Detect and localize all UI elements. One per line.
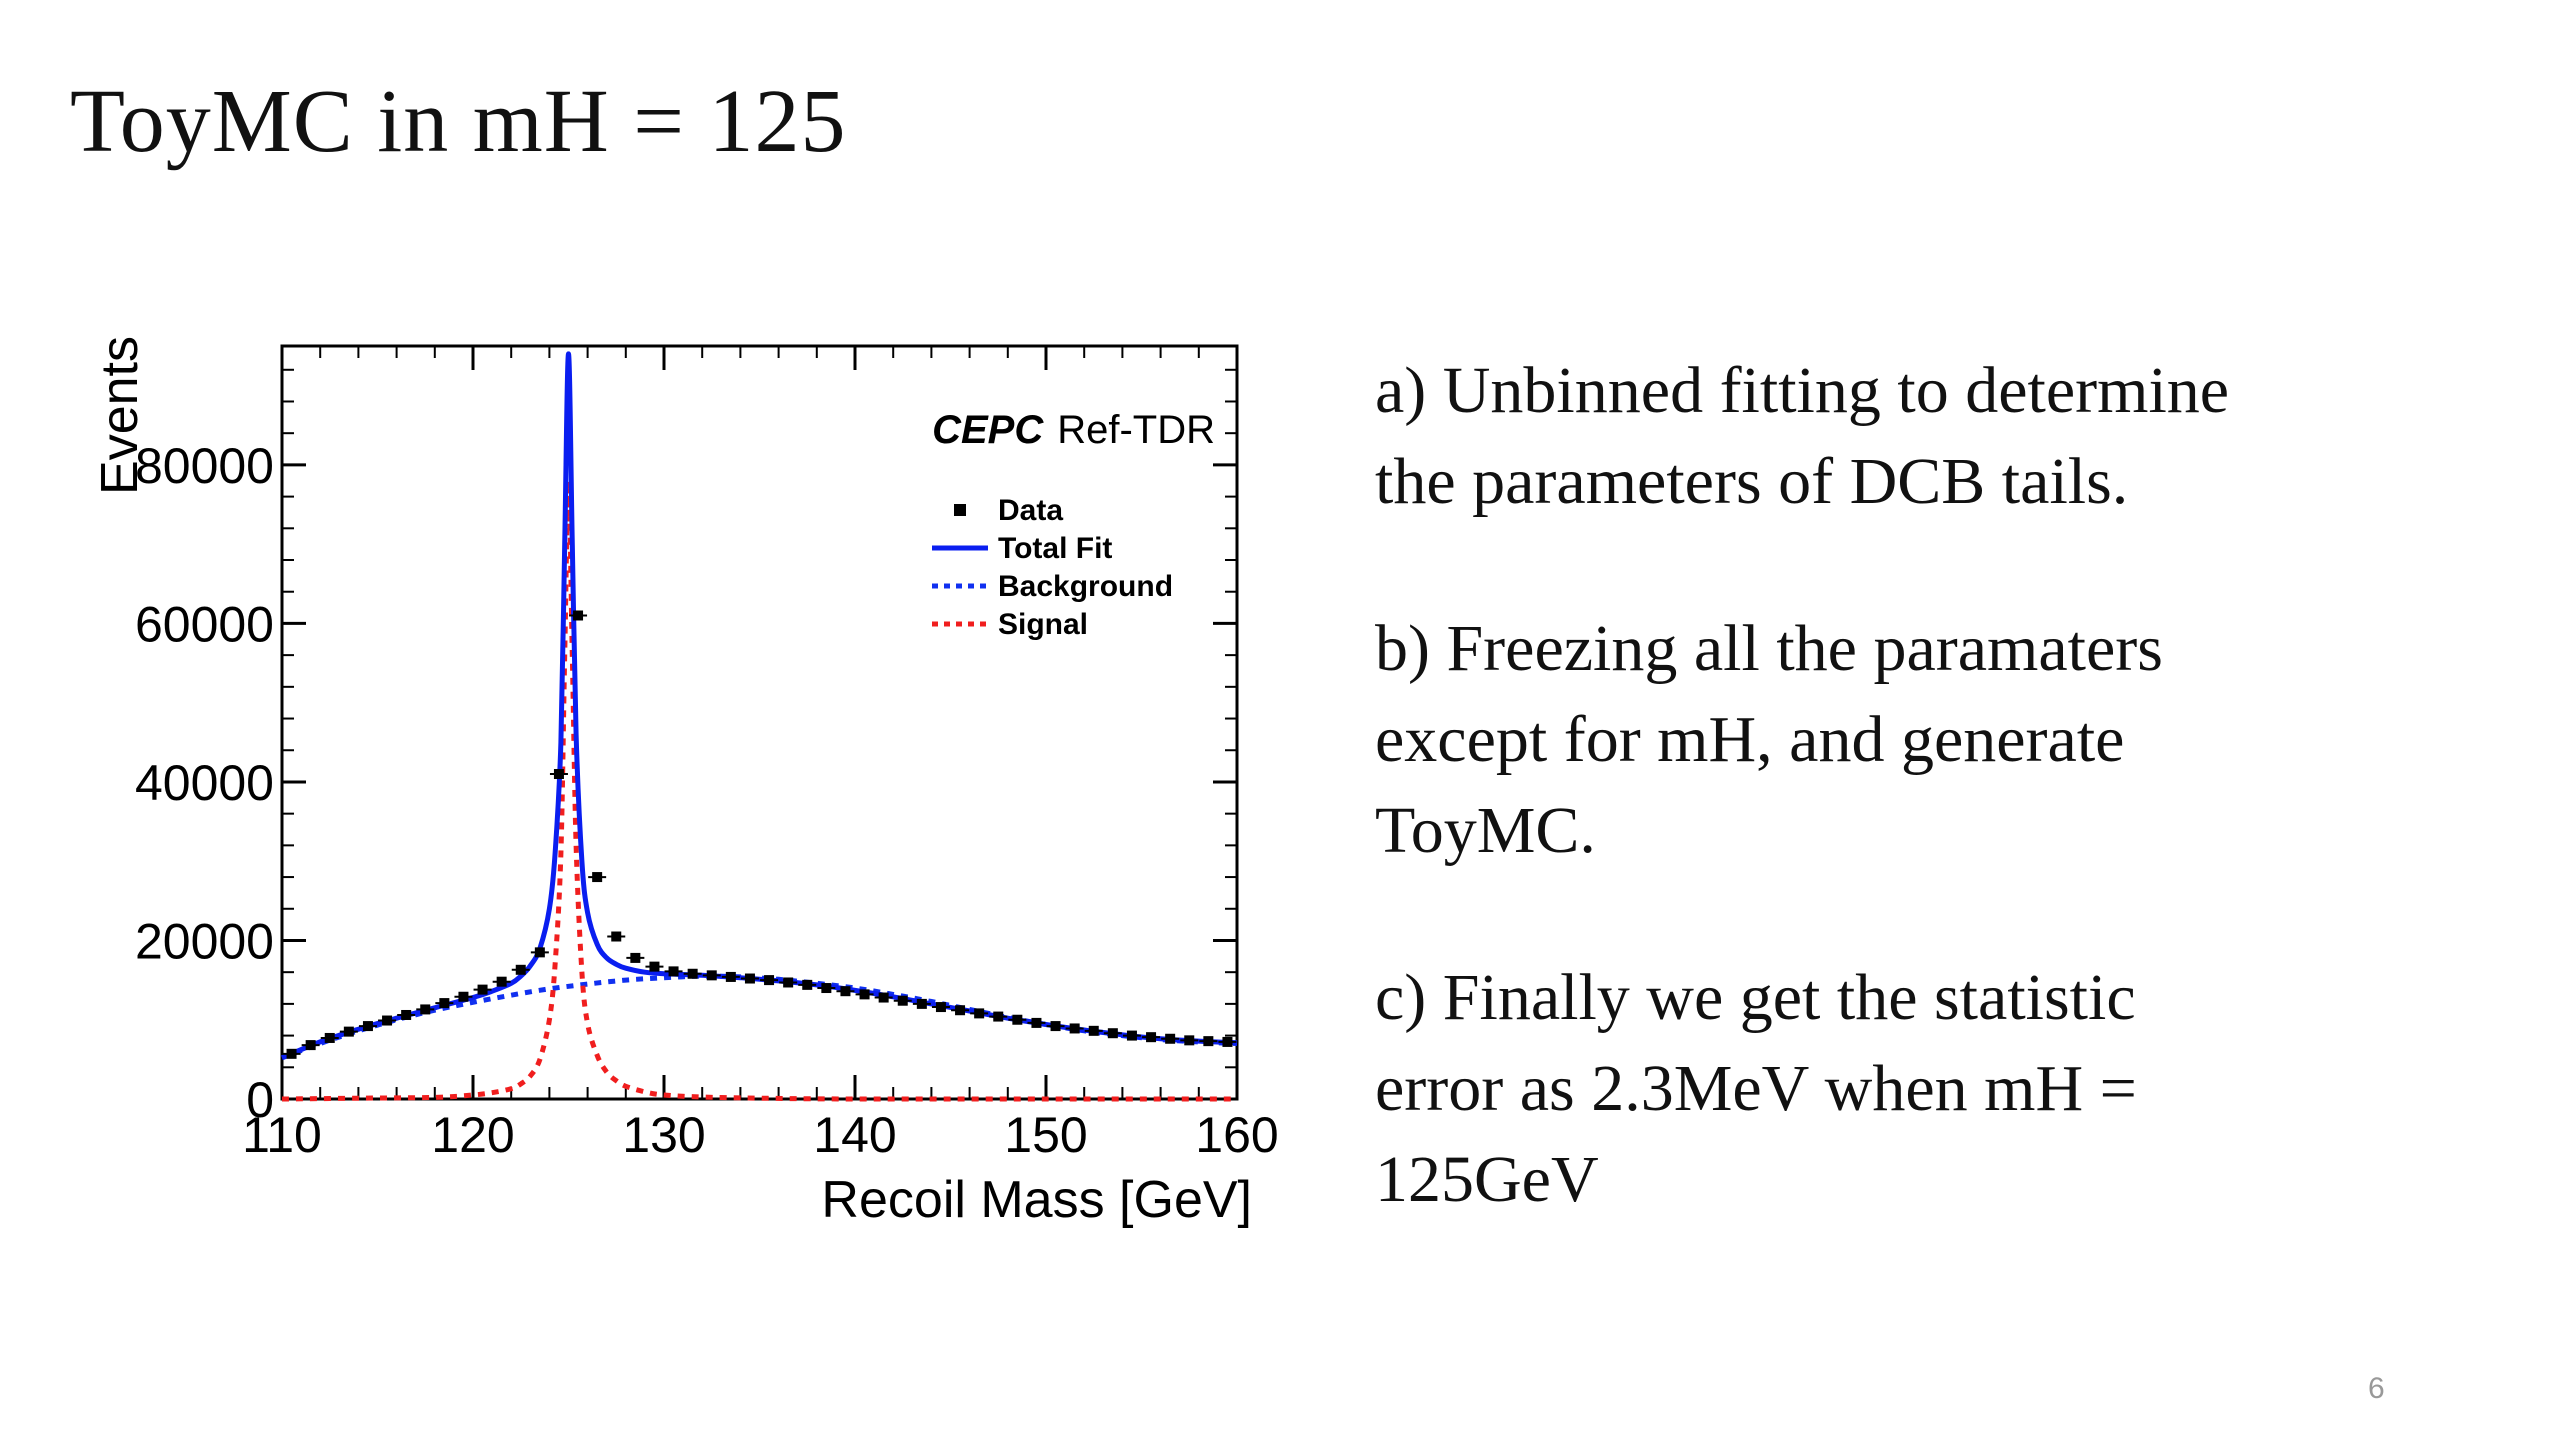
data-point (420, 1004, 431, 1015)
y-tick-labels: 0 20000 40000 60000 80000 (135, 438, 274, 1128)
data-point (1126, 1030, 1137, 1041)
x-tick-label: 130 (622, 1107, 705, 1163)
data-point (821, 983, 832, 994)
x-tick-label: 140 (813, 1107, 896, 1163)
y-tick-label: 20000 (135, 913, 274, 969)
data-point (1184, 1035, 1195, 1046)
data-point (1031, 1017, 1042, 1028)
x-tick-label: 150 (1004, 1107, 1087, 1163)
legend-total-fit-label: Total Fit (998, 532, 1112, 565)
data-point (859, 989, 870, 1000)
recoil-mass-plot: 110 120 130 140 150 160 0 20000 40000 60000 80000… (91, 336, 1279, 1229)
data-point (573, 610, 584, 621)
data-point (668, 966, 679, 977)
x-tick-label: 110 (242, 1107, 322, 1163)
data-point (439, 998, 450, 1009)
data-point (783, 977, 794, 988)
legend: Data Total Fit Background Signal (932, 494, 1173, 641)
data-point (1203, 1036, 1214, 1047)
data-point (725, 971, 736, 982)
data-point (649, 961, 660, 972)
data-point (305, 1040, 316, 1051)
data-point (935, 1002, 946, 1013)
y-axis-label: Events (91, 336, 149, 495)
data-point (553, 769, 564, 780)
data-point (362, 1021, 373, 1032)
legend-data-marker (954, 504, 966, 516)
data-point (955, 1005, 966, 1016)
data-point (477, 984, 488, 995)
experiment-label: CEPC Ref-TDR (932, 408, 1215, 452)
axis-ticks (280, 346, 1239, 1101)
x-tick-label: 160 (1195, 1107, 1278, 1163)
data-point (496, 976, 507, 987)
data-point (1146, 1032, 1157, 1043)
experiment-tag: Ref-TDR (1057, 408, 1215, 452)
data-point (878, 992, 889, 1003)
page-number: 6 (2368, 1372, 2385, 1405)
bullet-a: a) Unbinned fitting to determine the par… (1375, 354, 2230, 518)
legend-signal-label: Signal (998, 608, 1088, 641)
data-point (1165, 1033, 1176, 1044)
data-point (515, 964, 526, 975)
legend-background-label: Background (998, 570, 1173, 603)
bullet-b: b) Freezing all the paramaters except fo… (1375, 612, 2163, 867)
x-tick-label: 120 (431, 1107, 514, 1163)
total-fit-curve (281, 351, 1238, 1061)
data-point (401, 1009, 412, 1020)
slide-title: ToyMC in mH = 125 (70, 72, 847, 171)
data-point (1222, 1036, 1233, 1047)
y-tick-label: 0 (246, 1072, 274, 1128)
data-point (1050, 1021, 1061, 1032)
data-point (1012, 1014, 1023, 1025)
data-point (1088, 1025, 1099, 1036)
data-point (744, 973, 755, 984)
data-point (382, 1015, 393, 1026)
data-point (1069, 1023, 1080, 1034)
bullet-list: a) Unbinned fitting to determine the par… (1375, 345, 2475, 1301)
data-point (974, 1008, 985, 1019)
background-curve (281, 973, 1238, 1061)
x-axis-label: Recoil Mass [GeV] (821, 1171, 1252, 1229)
legend-data-label: Data (998, 494, 1063, 527)
data-points (282, 610, 1237, 1059)
data-point (993, 1011, 1004, 1022)
data-point (802, 979, 813, 990)
data-point (840, 986, 851, 997)
data-point (343, 1026, 354, 1037)
data-point (764, 975, 775, 986)
experiment-name: CEPC (932, 408, 1044, 452)
data-point (592, 872, 603, 883)
data-point (1107, 1028, 1118, 1039)
data-point (897, 995, 908, 1006)
y-tick-label: 80000 (135, 438, 274, 494)
data-point (324, 1032, 335, 1043)
y-tick-label: 40000 (135, 755, 274, 811)
data-point (286, 1048, 297, 1059)
data-point (630, 952, 641, 963)
data-point (916, 998, 927, 1009)
bullet-c: c) Finally we get the statistic error as… (1375, 961, 2137, 1216)
data-point (706, 970, 717, 981)
data-point (458, 991, 469, 1002)
x-tick-labels: 110 120 130 140 150 160 (242, 1107, 1279, 1163)
y-tick-label: 60000 (135, 596, 274, 652)
data-point (534, 947, 545, 958)
data-point (611, 931, 622, 942)
fit-curves (281, 351, 1238, 1102)
plot-frame (280, 344, 1239, 1101)
data-point (687, 968, 698, 979)
